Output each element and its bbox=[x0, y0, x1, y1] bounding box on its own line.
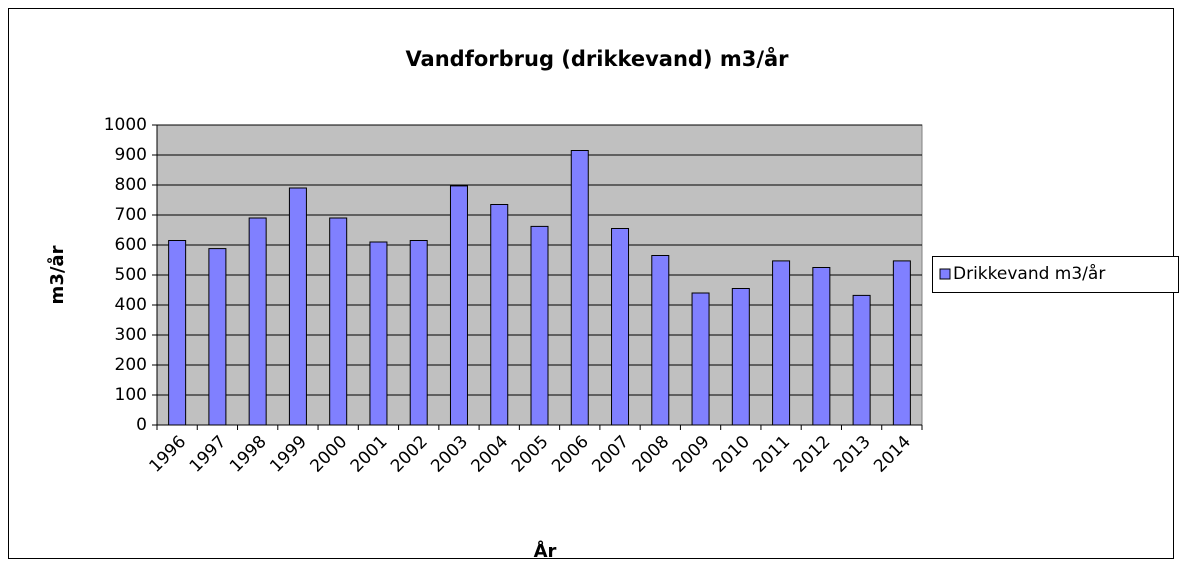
bar bbox=[651, 255, 670, 426]
y-tick-label: 100 bbox=[115, 385, 147, 405]
y-tick-label: 200 bbox=[115, 355, 147, 375]
bar bbox=[772, 260, 791, 426]
bar bbox=[208, 248, 227, 426]
bar bbox=[570, 150, 589, 426]
legend-box bbox=[932, 256, 1179, 293]
x-axis-label: År bbox=[534, 539, 557, 562]
bar bbox=[892, 260, 911, 426]
bar bbox=[490, 204, 509, 426]
bar bbox=[288, 187, 307, 426]
y-tick-label: 0 bbox=[136, 415, 147, 435]
bar bbox=[812, 267, 831, 426]
bar bbox=[530, 225, 549, 426]
bar bbox=[449, 185, 468, 426]
y-axis-label: m3/år bbox=[46, 245, 68, 304]
bar bbox=[731, 288, 750, 426]
y-tick-label: 600 bbox=[115, 235, 147, 255]
y-tick-label: 400 bbox=[115, 295, 147, 315]
bar bbox=[852, 294, 871, 426]
bar bbox=[369, 241, 388, 426]
legend-label: Drikkevand m3/år bbox=[953, 263, 1105, 284]
chart-title: Vandforbrug (drikkevand) m3/år bbox=[405, 46, 789, 71]
y-tick-label: 900 bbox=[115, 145, 147, 165]
y-tick-label: 700 bbox=[115, 205, 147, 225]
bar bbox=[168, 240, 187, 426]
y-tick-label: 300 bbox=[115, 325, 147, 345]
legend-swatch bbox=[939, 268, 951, 280]
bar bbox=[409, 240, 428, 426]
bar bbox=[611, 228, 630, 426]
y-tick-label: 500 bbox=[115, 265, 147, 285]
bar bbox=[248, 217, 267, 426]
bar bbox=[691, 292, 710, 426]
bar bbox=[329, 217, 348, 426]
y-tick-label: 800 bbox=[115, 175, 147, 195]
y-tick-label: 1000 bbox=[104, 115, 147, 135]
